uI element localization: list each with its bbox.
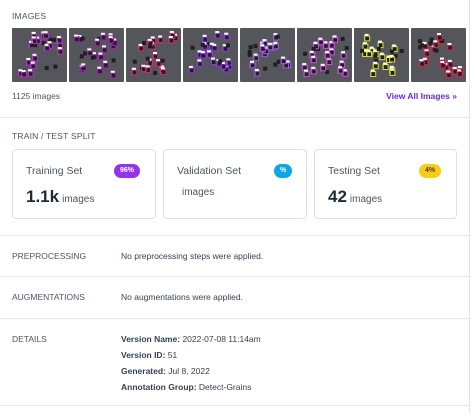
- divider: [0, 318, 470, 319]
- training-count-value: 1.1k: [26, 187, 60, 206]
- version-name-value: 2022-07-08 11:14am: [182, 334, 261, 344]
- generated-key: Generated:: [121, 366, 166, 376]
- testing-set-title: Testing Set: [328, 165, 380, 177]
- divider: [0, 405, 470, 406]
- testing-count-unit: images: [349, 194, 383, 205]
- divider: [0, 117, 470, 118]
- images-section-label: IMAGES: [12, 11, 47, 21]
- generated-row: Generated: Jul 8, 2022: [121, 366, 210, 376]
- image-thumbnail[interactable]: [297, 28, 352, 82]
- details-label: DETAILS: [12, 334, 47, 344]
- divider: [0, 235, 470, 236]
- annotation-group-row: Annotation Group: Detect-Grains: [121, 382, 251, 392]
- image-thumbnail[interactable]: [183, 28, 238, 82]
- validation-count-unit: images: [182, 187, 215, 198]
- version-name-key: Version Name:: [121, 334, 181, 344]
- image-thumbnail[interactable]: [354, 28, 409, 82]
- annotation-group-key: Annotation Group:: [121, 382, 197, 392]
- training-count: 1.1k images: [26, 187, 94, 207]
- version-id-value: 51: [167, 350, 178, 360]
- image-thumbnail[interactable]: [240, 28, 295, 82]
- testing-set-card[interactable]: Testing Set 4% 42 images: [314, 149, 457, 219]
- divider: [0, 276, 470, 277]
- image-thumbnail[interactable]: [126, 28, 181, 82]
- preprocessing-label: PREPROCESSING: [12, 251, 87, 261]
- image-thumbnail[interactable]: [69, 28, 124, 82]
- testing-count-value: 42: [328, 187, 347, 206]
- validation-set-title: Validation Set: [177, 165, 242, 177]
- training-percent-badge: 96%: [114, 164, 141, 178]
- image-thumbnail[interactable]: [12, 28, 67, 82]
- view-all-images-link[interactable]: View All Images »: [386, 91, 457, 101]
- validation-set-card[interactable]: Validation Set % images: [163, 149, 307, 219]
- version-name-row: Version Name: 2022-07-08 11:14am: [121, 334, 261, 344]
- validation-percent-badge: %: [274, 164, 293, 178]
- version-id-key: Version ID:: [121, 350, 166, 360]
- generated-value: Jul 8, 2022: [168, 366, 210, 376]
- annotation-group-value: Detect-Grains: [198, 382, 252, 392]
- image-thumbnail[interactable]: [411, 28, 466, 82]
- split-section-label: TRAIN / TEST SPLIT: [12, 131, 96, 141]
- version-id-row: Version ID: 51: [121, 350, 177, 360]
- training-set-title: Training Set: [26, 165, 83, 177]
- testing-count: 42 images: [328, 187, 382, 207]
- augmentations-text: No augmentations were applied.: [121, 292, 243, 302]
- training-count-unit: images: [62, 194, 95, 205]
- training-set-card[interactable]: Training Set 96% 1.1k images: [12, 149, 156, 219]
- testing-percent-badge: 4%: [419, 164, 442, 178]
- augmentations-label: AUGMENTATIONS: [12, 292, 85, 302]
- preprocessing-text: No preprocessing steps were applied.: [121, 251, 264, 261]
- thumbnail-strip: [12, 28, 470, 82]
- image-count: 1125 images: [12, 91, 61, 101]
